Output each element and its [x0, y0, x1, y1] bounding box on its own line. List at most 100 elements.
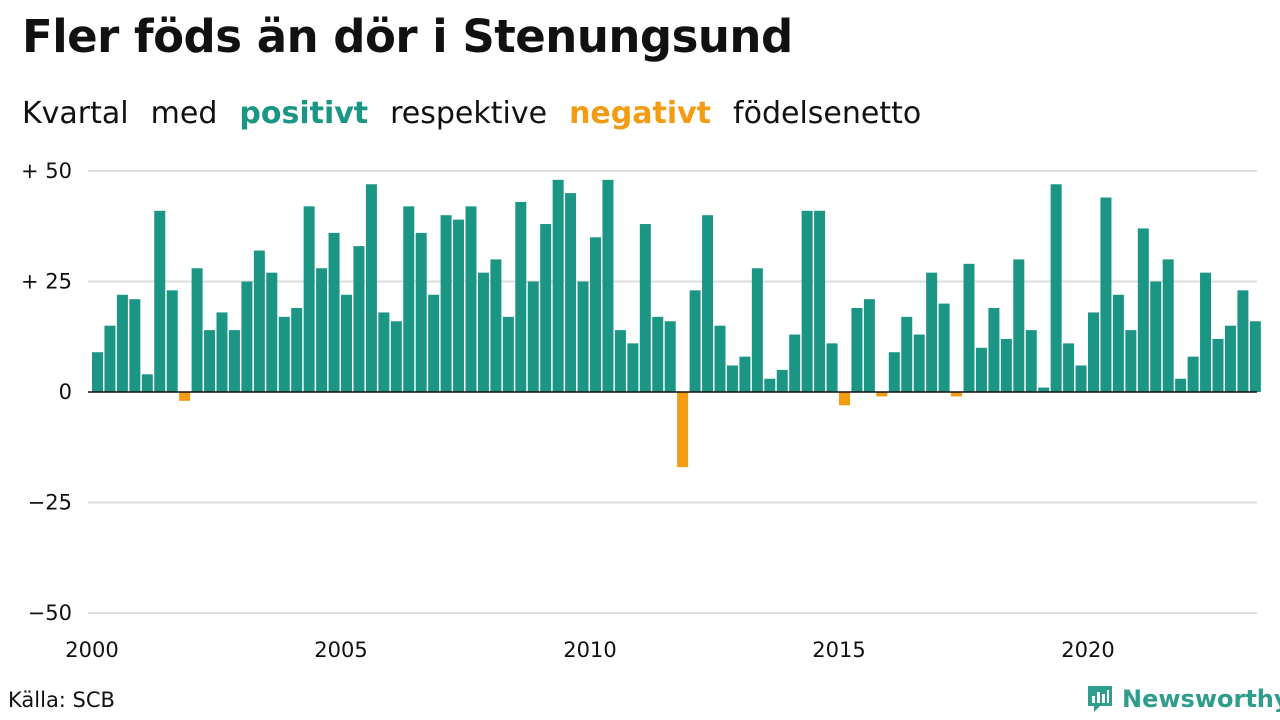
- bar: [963, 263, 975, 392]
- subtitle-prefix: Kvartal: [22, 96, 129, 131]
- bar: [1212, 338, 1224, 392]
- bar: [951, 392, 963, 397]
- y-tick-label: + 25: [21, 270, 72, 294]
- bar: [116, 294, 128, 392]
- bar: [141, 374, 153, 392]
- bar: [179, 392, 191, 401]
- subtitle-positive: positivt: [239, 96, 369, 131]
- x-tick-label: 2020: [1061, 638, 1114, 662]
- bar: [253, 250, 265, 392]
- bars: [92, 179, 1261, 468]
- bar: [1200, 272, 1212, 392]
- bar: [1112, 294, 1124, 392]
- bar: [888, 352, 900, 392]
- x-tick-label: 2005: [314, 638, 367, 662]
- bar: [415, 232, 427, 392]
- bar: [801, 210, 813, 392]
- bar: [390, 321, 402, 392]
- bar: [1050, 184, 1062, 392]
- bar: [1063, 343, 1075, 392]
- bar: [863, 299, 875, 392]
- bar: [154, 210, 166, 392]
- bar: [191, 268, 203, 392]
- bar: [428, 294, 440, 392]
- bar: [129, 299, 141, 392]
- y-tick-label: −50: [28, 601, 72, 625]
- bar: [926, 272, 938, 392]
- bar: [527, 281, 539, 392]
- bar: [502, 316, 514, 392]
- subtitle-negative: negativt: [569, 96, 712, 131]
- bar: [677, 392, 689, 468]
- bar: [241, 281, 253, 392]
- brand-logo[interactable]: Newsworthy: [1086, 684, 1280, 714]
- bar: [652, 316, 664, 392]
- bar: [166, 290, 178, 392]
- bar: [378, 312, 390, 392]
- y-tick-label: −25: [28, 491, 72, 515]
- bar: [1038, 387, 1050, 392]
- bar: [789, 334, 801, 392]
- bar: [689, 290, 701, 392]
- bar: [552, 179, 564, 392]
- bar: [453, 219, 465, 392]
- bar: [565, 193, 577, 392]
- x-tick-label: 2010: [563, 638, 616, 662]
- x-tick-label: 2015: [812, 638, 865, 662]
- bar: [1187, 356, 1199, 392]
- bar: [204, 330, 216, 392]
- bar: [291, 308, 303, 392]
- bar: [602, 179, 614, 392]
- bar: [353, 246, 365, 392]
- bar: [764, 378, 776, 392]
- bar: [814, 210, 826, 392]
- y-tick-label: + 50: [21, 159, 72, 183]
- x-tick-label: 2000: [65, 638, 118, 662]
- bar: [515, 201, 527, 392]
- bar: [1249, 321, 1261, 392]
- bar: [751, 268, 763, 392]
- bar: [1088, 312, 1099, 392]
- subtitle-middle: respektive: [390, 96, 548, 131]
- subtitle-suffix: födelsenetto: [733, 96, 922, 131]
- bar: [988, 308, 1000, 392]
- bar: [440, 215, 452, 392]
- bar: [540, 224, 552, 392]
- brand-name: Newsworthy: [1122, 685, 1280, 713]
- chart-subtitle: Kvartal med positivt respektive negativt…: [22, 96, 921, 131]
- bar: [1125, 330, 1137, 392]
- bar: [1000, 338, 1012, 392]
- bar: [266, 272, 278, 392]
- bar: [614, 330, 626, 392]
- tick-labels: + 50 + 25 0 −25 −50 2000 2005 2010 2015 2020: [21, 159, 1115, 662]
- bar: [901, 316, 913, 392]
- bar: [938, 303, 950, 392]
- bar: [228, 330, 240, 392]
- bar: [627, 343, 639, 392]
- bar: [739, 356, 751, 392]
- bar: [477, 272, 489, 392]
- bar: [714, 325, 726, 392]
- bar: [1025, 330, 1037, 392]
- bar: [1137, 228, 1149, 392]
- bar: [975, 347, 987, 392]
- bar: [851, 308, 863, 392]
- bar: [913, 334, 925, 392]
- bar: [92, 352, 103, 392]
- bar: [341, 294, 352, 392]
- bar: [403, 206, 415, 392]
- chart-title: Fler föds än dör i Stenungsund: [22, 10, 793, 63]
- bar: [465, 206, 477, 392]
- bar: [1013, 259, 1025, 392]
- bar: [664, 321, 676, 392]
- grid-lines: [88, 170, 1257, 614]
- bar: [1075, 365, 1087, 392]
- bar: [1150, 281, 1162, 392]
- bar: [1224, 325, 1236, 392]
- bar: [639, 224, 651, 392]
- bar: [216, 312, 228, 392]
- bar: [826, 343, 838, 392]
- bar: [839, 392, 850, 406]
- bar-chart: + 50 + 25 0 −25 −50 2000 2005 2010 2015 2020: [21, 159, 1261, 662]
- bar: [876, 392, 888, 397]
